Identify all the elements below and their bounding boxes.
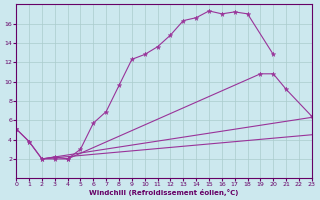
X-axis label: Windchill (Refroidissement éolien,°C): Windchill (Refroidissement éolien,°C) — [89, 189, 239, 196]
